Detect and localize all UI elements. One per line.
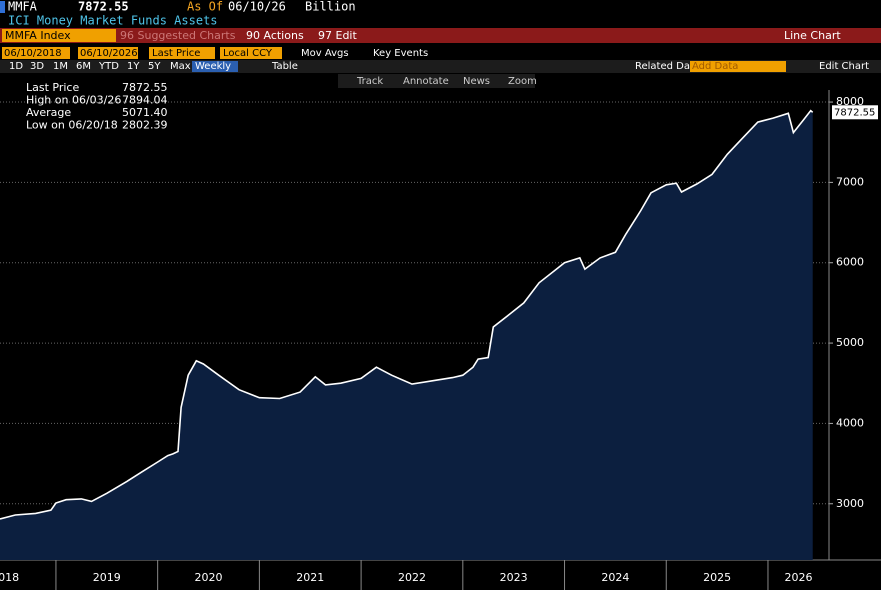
- edit-chart[interactable]: Edit Chart: [819, 61, 869, 72]
- last-price-box: [832, 105, 878, 120]
- as-of: As Of: [187, 0, 223, 14]
- end-date[interactable]: 06/10/2026: [80, 48, 138, 59]
- actions[interactable]: 90 Actions: [246, 29, 304, 42]
- legend-value: 5071.40: [122, 106, 168, 119]
- plot: 3000 4000 5000 6000 7000 8000 2018 2019 2020 2021…: [0, 90, 881, 590]
- x-tick-label: 2025: [703, 571, 731, 584]
- field-box[interactable]: [149, 47, 215, 59]
- currency[interactable]: Local CCY: [223, 48, 273, 59]
- add-data-box[interactable]: [690, 61, 786, 72]
- legend-value: 7872.55: [122, 81, 168, 94]
- x-tick-label: 2019: [93, 571, 121, 584]
- tool[interactable]: Track: [356, 76, 383, 87]
- period[interactable]: Max: [170, 61, 191, 72]
- toolbar: [0, 28, 881, 43]
- tools: Track Annotate News Zoom: [356, 76, 537, 87]
- period[interactable]: 5Y: [148, 61, 161, 72]
- ticker: MMFA: [8, 0, 38, 14]
- legend-label: Last Price: [26, 81, 79, 94]
- y-tick-label: 8000: [836, 95, 864, 108]
- end-box[interactable]: [78, 47, 138, 59]
- suggested[interactable]: 96 Suggested Charts: [120, 29, 236, 42]
- x-tick-label: 2024: [601, 571, 629, 584]
- x-tick-label: 2026: [784, 571, 812, 584]
- x-tick-label: 2018: [0, 571, 19, 584]
- mov-avgs[interactable]: Mov Avgs: [301, 48, 349, 59]
- security[interactable]: MMFA Index: [5, 29, 71, 42]
- legend-label: Low on 06/20/18: [26, 119, 118, 132]
- price: 7872.55: [78, 0, 129, 14]
- y-tick-label: 7000: [836, 175, 864, 188]
- line: [0, 109, 814, 520]
- tool[interactable]: Zoom: [508, 76, 537, 87]
- x-tick-label: 2020: [195, 571, 223, 584]
- legend-label: High on 06/03/26: [26, 94, 121, 107]
- area: [0, 110, 813, 560]
- last-price-label: 7872.55: [834, 107, 875, 118]
- marker: [0, 1, 5, 13]
- tool[interactable]: News: [463, 76, 490, 87]
- y-tick-label: 5000: [836, 336, 864, 349]
- period[interactable]: 1D: [9, 61, 23, 72]
- date: 06/10/26: [228, 0, 286, 14]
- x-tick-label: 2021: [296, 571, 324, 584]
- tool[interactable]: Annotate: [403, 76, 449, 87]
- period[interactable]: Weekly: [195, 61, 231, 72]
- ccy-box[interactable]: [220, 47, 282, 59]
- weekly-box[interactable]: [192, 61, 238, 72]
- security-box[interactable]: [2, 29, 116, 42]
- table[interactable]: Table: [271, 61, 298, 72]
- tools-bar: [338, 74, 535, 88]
- edit[interactable]: 97 Edit: [318, 29, 357, 42]
- key-events[interactable]: Key Events: [373, 48, 428, 59]
- start-date[interactable]: 06/10/2018: [4, 48, 62, 59]
- add-data[interactable]: Add Data: [692, 61, 738, 72]
- security-name: ICI Money Market Funds Assets: [8, 14, 218, 28]
- period[interactable]: 1Y: [127, 61, 140, 72]
- unit: Billion: [305, 0, 356, 14]
- period[interactable]: YTD: [98, 61, 119, 72]
- legend-value: 7894.04: [122, 94, 168, 107]
- x-tick-label: 2022: [398, 571, 426, 584]
- y-tick-label: 4000: [836, 416, 864, 429]
- y-tick-label: 3000: [836, 497, 864, 510]
- period[interactable]: 1M: [53, 61, 68, 72]
- x-tick-label: 2023: [500, 571, 528, 584]
- period[interactable]: 3D: [30, 61, 44, 72]
- periods: 1D 3D 1M 6M YTD 1Y 5Y Max Weekly: [9, 61, 238, 72]
- start-box[interactable]: [2, 47, 70, 59]
- chart-type[interactable]: Line Chart: [784, 29, 841, 42]
- period[interactable]: 6M: [76, 61, 91, 72]
- related[interactable]: Related Dat: [635, 61, 694, 72]
- y-tick-label: 6000: [836, 256, 864, 269]
- legend-label: Average: [26, 106, 71, 119]
- field[interactable]: Last Price: [152, 48, 200, 59]
- legend-value: 2802.39: [122, 119, 168, 132]
